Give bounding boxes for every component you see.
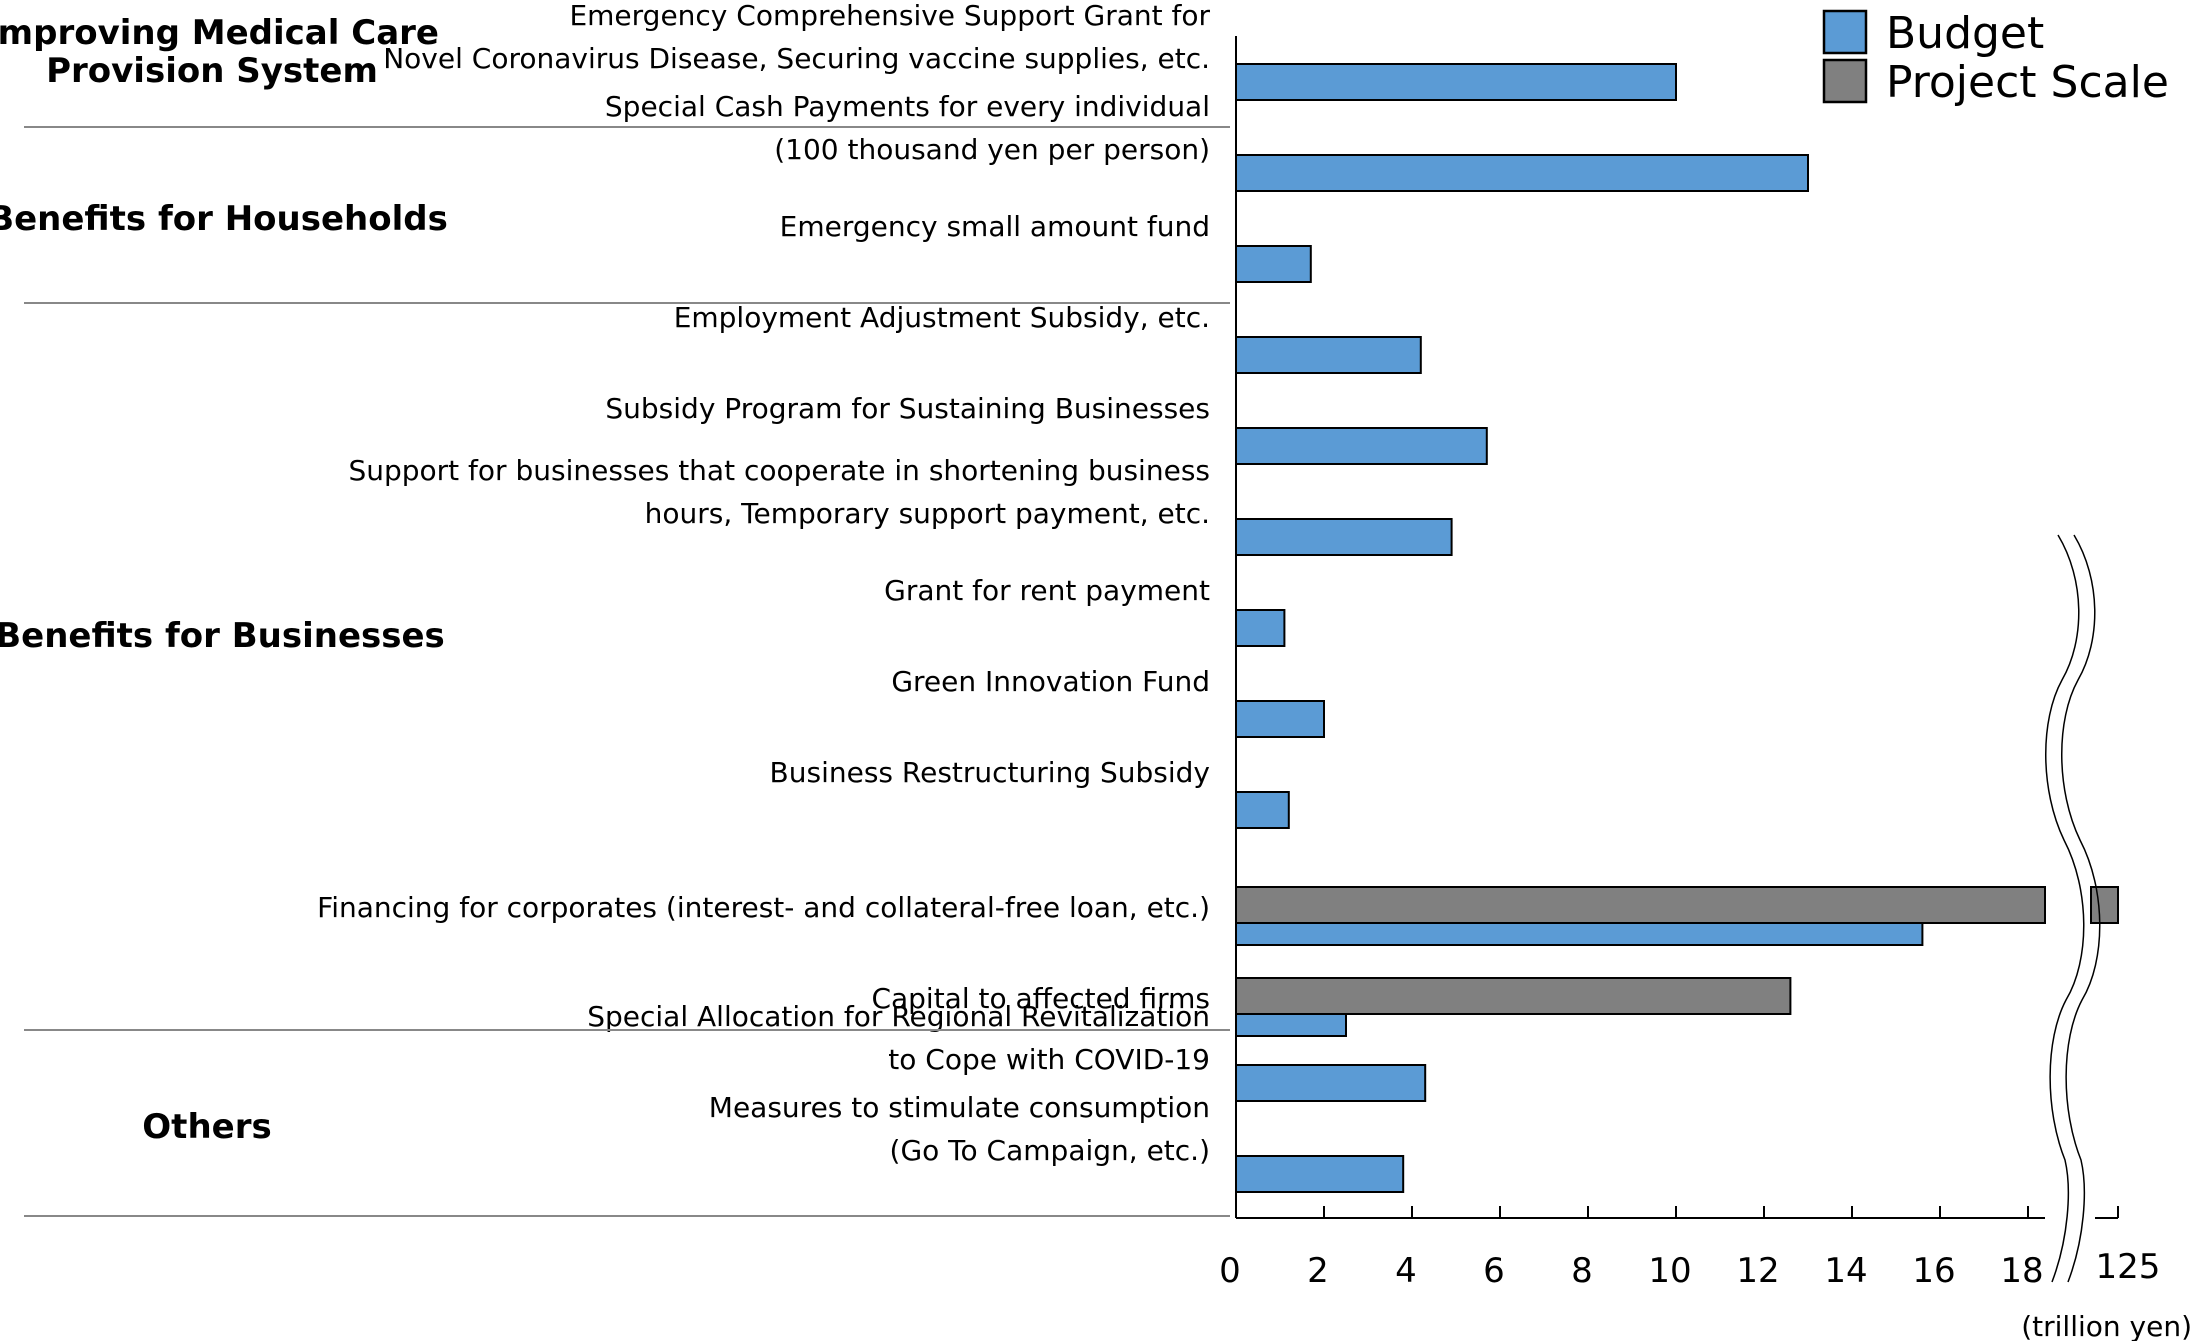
category-label: Support for businesses that cooperate in… — [348, 454, 1210, 530]
x-tick-label: 14 — [1824, 1251, 1867, 1291]
category-label: Subsidy Program for Sustaining Businesse… — [605, 392, 1210, 425]
budget-bar — [1235, 609, 1286, 647]
category-label: Employment Adjustment Subsidy, etc. — [674, 301, 1210, 334]
category-label: Special Allocation for Regional Revitali… — [587, 1000, 1210, 1076]
budget-bar — [1235, 63, 1677, 101]
category-label: Special Cash Payments for every individu… — [605, 90, 1210, 166]
category-label: Green Innovation Fund — [891, 665, 1210, 698]
legend-swatch — [1822, 9, 1868, 55]
category-label: Grant for rent payment — [884, 574, 1210, 607]
category-label: Emergency small amount fund — [780, 210, 1210, 243]
category-label: Financing for corporates (interest- and … — [317, 891, 1210, 924]
budget-bar — [1235, 336, 1422, 374]
x-tick-label: 6 — [1483, 1251, 1505, 1291]
budget-bar — [1235, 1064, 1427, 1102]
axis-break-line — [2045, 534, 2085, 1283]
category-label: Measures to stimulate consumption (Go To … — [709, 1091, 1210, 1167]
budget-bar — [1235, 922, 1924, 946]
budget-bar — [1235, 1155, 1405, 1193]
category-label: Emergency Comprehensive Support Grant fo… — [383, 0, 1210, 75]
legend-swatch — [1822, 58, 1868, 104]
budget-bar — [1235, 245, 1312, 283]
budget-bar — [1235, 427, 1488, 465]
x-tick-label: 4 — [1395, 1251, 1417, 1291]
x-tick-label: 2 — [1307, 1251, 1329, 1291]
budget-bar — [1235, 518, 1453, 556]
x-tick-label: 18 — [2000, 1251, 2043, 1291]
group-label: Improving Medical Care Provision System — [0, 13, 439, 91]
group-label: Benefits for Households — [0, 199, 448, 239]
category-label: Capital to affected firms — [871, 982, 1210, 1015]
group-label: Benefits for Businesses — [0, 616, 445, 656]
axis-break-line — [2061, 534, 2101, 1283]
x-tick-label-break: 125 — [2096, 1247, 2161, 1287]
project-scale-bar — [1235, 977, 1792, 1015]
legend-label: Project Scale — [1886, 57, 2169, 108]
x-tick-label: 10 — [1648, 1251, 1691, 1291]
budget-bar — [1235, 1013, 1347, 1037]
group-label: Others — [142, 1107, 271, 1147]
legend-label: Budget — [1886, 8, 2044, 59]
x-tick-label: 8 — [1571, 1251, 1593, 1291]
project-scale-bar — [1235, 886, 2046, 924]
x-tick-label: 12 — [1736, 1251, 1779, 1291]
budget-bar — [1235, 700, 1325, 738]
budget-bar — [1235, 154, 1809, 192]
category-label: Business Restructuring Subsidy — [770, 756, 1210, 789]
x-axis-unit-label: (trillion yen) — [2021, 1310, 2192, 1341]
x-tick-label: 0 — [1219, 1251, 1241, 1291]
x-tick-label: 16 — [1912, 1251, 1955, 1291]
project-scale-bar-overflow — [2090, 886, 2119, 924]
budget-bar — [1235, 791, 1290, 829]
